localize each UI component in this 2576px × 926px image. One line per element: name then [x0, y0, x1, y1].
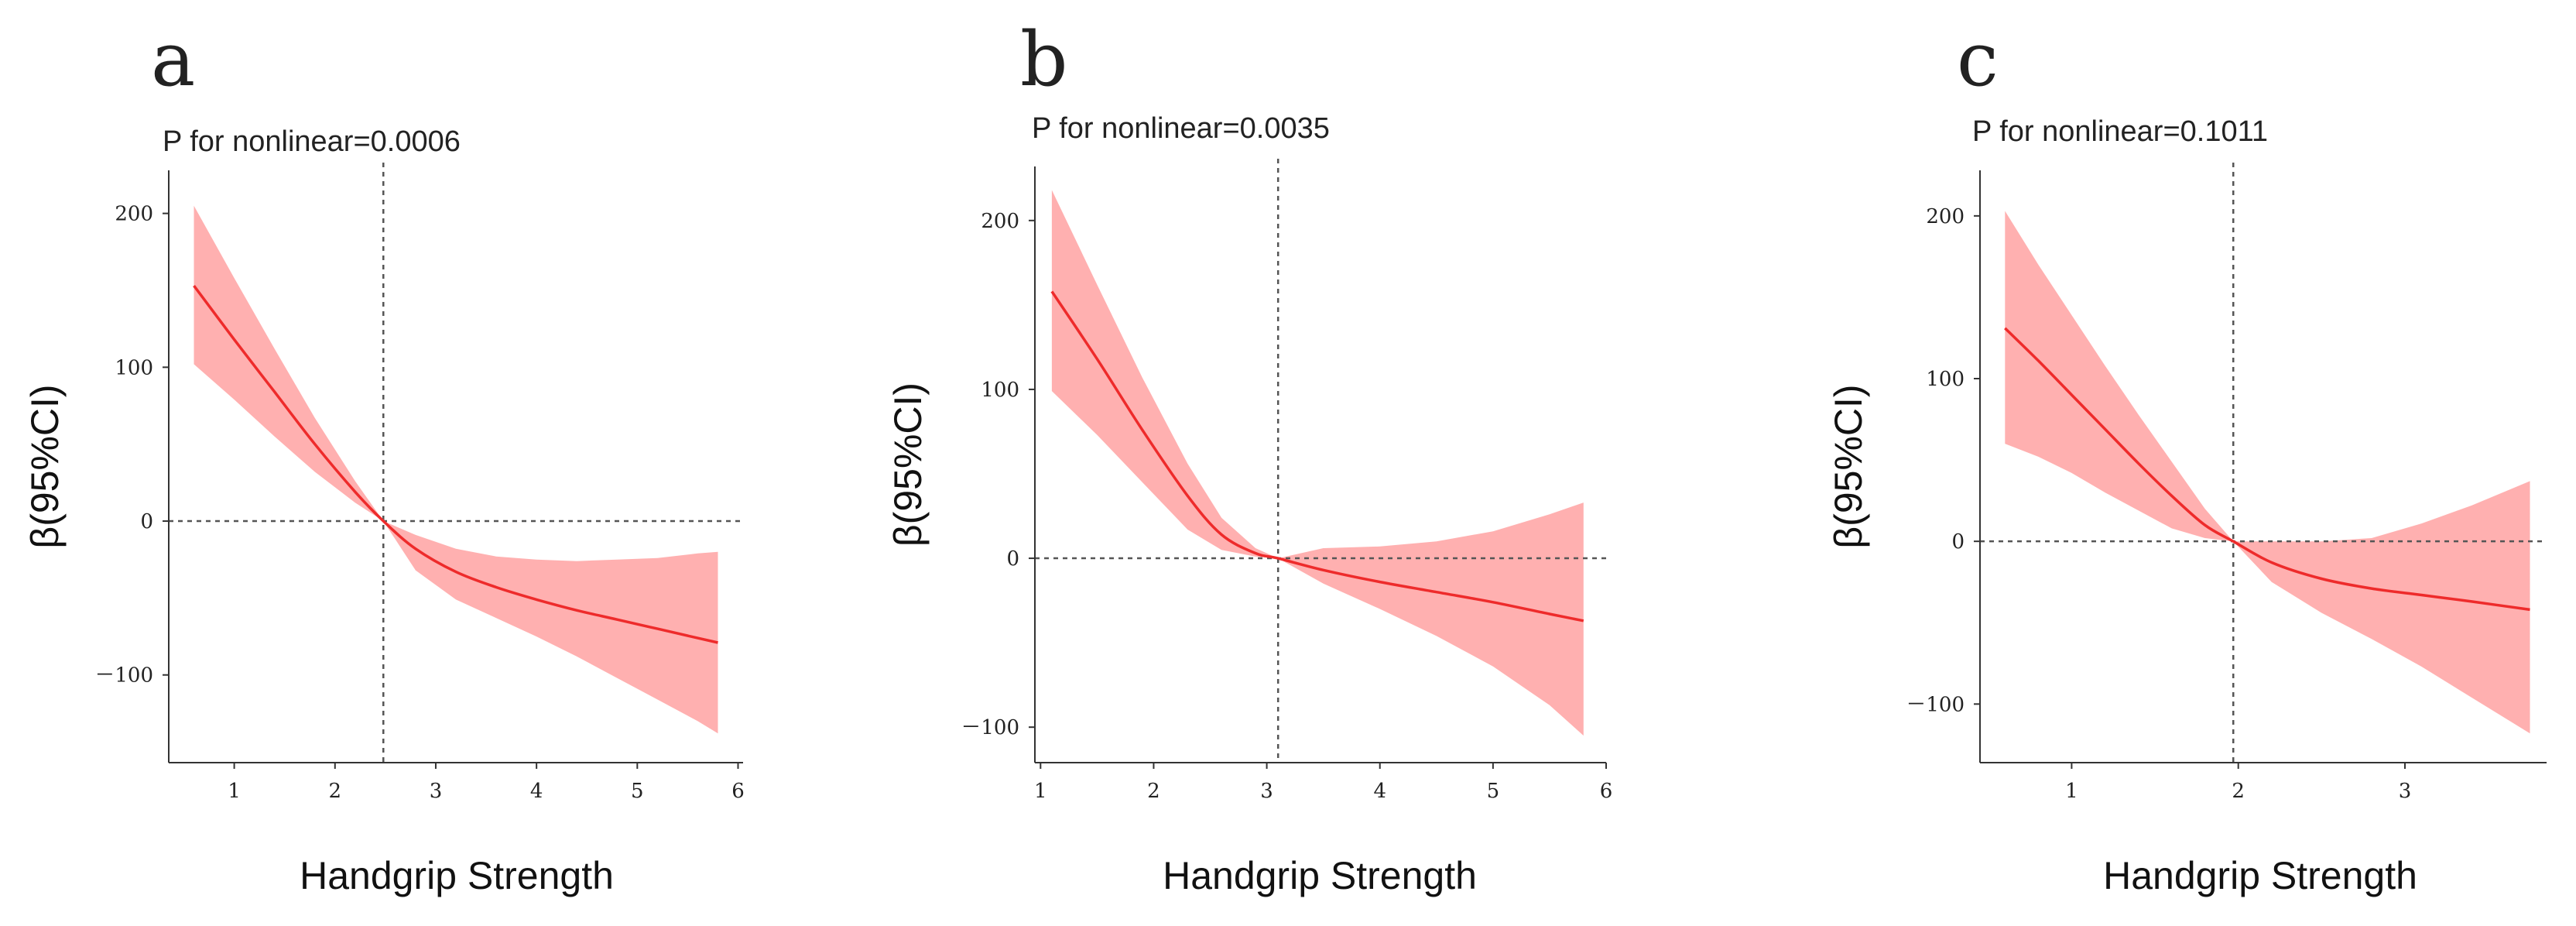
panel-letter: a: [151, 16, 195, 103]
confidence-band: [2005, 211, 2530, 734]
x-tick-label: 5: [631, 780, 644, 803]
x-axis-title: Handgrip Strength: [2103, 854, 2417, 897]
y-tick-label: －100: [1906, 693, 1965, 716]
x-tick-label: 4: [1373, 780, 1386, 803]
chart-panel-a: a P for nonlinear=0.0006 1 2 3 4 5 6 －100 0 100 200…: [23, 16, 745, 897]
x-tick-label: 4: [530, 780, 543, 803]
y-tick-label: 100: [1926, 368, 1965, 391]
p-nonlinear-annotation: P for nonlinear=0.0006: [163, 125, 461, 158]
chart-panel-c: c P for nonlinear=0.1011 1 2 3 －100 0 100 200 β(9…: [1827, 16, 2547, 897]
y-tick-label: 0: [1006, 547, 1019, 571]
y-tick-label: －100: [94, 664, 153, 688]
x-tick-label: 3: [2399, 780, 2412, 803]
confidence-band: [194, 205, 718, 734]
panel-letter: b: [1020, 16, 1067, 103]
y-tick-label: －100: [961, 716, 1019, 739]
x-tick-label: 1: [2065, 780, 2078, 803]
x-tick-label: 3: [430, 780, 443, 803]
y-tick-label: 200: [981, 210, 1019, 233]
x-tick-label: 1: [1034, 780, 1047, 803]
panel-letter: c: [1957, 16, 1999, 103]
x-axis-title: Handgrip Strength: [300, 854, 614, 897]
p-nonlinear-annotation: P for nonlinear=0.1011: [1972, 115, 2268, 148]
y-tick-label: 0: [1951, 530, 1965, 554]
x-tick-label: 6: [1600, 780, 1613, 803]
fitted-curve: [193, 284, 718, 644]
y-axis-title: β(95%CI): [886, 382, 930, 547]
confidence-band: [1051, 190, 1584, 736]
x-axis-title: Handgrip Strength: [1163, 854, 1477, 897]
chart-panel-b: b P for nonlinear=0.0035 1 2 3 4 5 6 －100 0 100 200…: [886, 16, 1612, 897]
x-tick-label: 2: [329, 780, 342, 803]
y-axis-title: β(95%CI): [23, 384, 67, 548]
y-tick-label: 200: [1926, 205, 1965, 228]
y-tick-label: 0: [140, 510, 153, 533]
y-axis-title: β(95%CI): [1827, 384, 1870, 548]
x-tick-label: 1: [228, 780, 241, 803]
x-tick-label: 5: [1487, 780, 1500, 803]
x-tick-label: 2: [2232, 780, 2245, 803]
x-tick-label: 6: [731, 780, 745, 803]
y-tick-label: 200: [115, 203, 153, 226]
x-tick-label: 2: [1147, 780, 1160, 803]
x-tick-label: 3: [1260, 780, 1273, 803]
y-tick-label: 100: [115, 356, 153, 379]
y-tick-label: 100: [981, 379, 1019, 402]
fitted-curve: [2004, 327, 2530, 612]
fitted-curve: [1050, 290, 1584, 622]
p-nonlinear-annotation: P for nonlinear=0.0035: [1032, 112, 1330, 145]
